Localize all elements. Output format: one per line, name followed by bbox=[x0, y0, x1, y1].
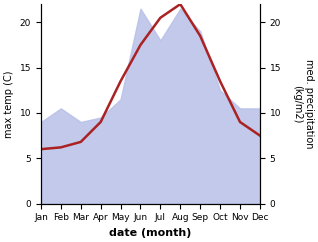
Y-axis label: med. precipitation
(kg/m2): med. precipitation (kg/m2) bbox=[292, 59, 314, 149]
Y-axis label: max temp (C): max temp (C) bbox=[4, 70, 14, 138]
X-axis label: date (month): date (month) bbox=[109, 228, 192, 238]
